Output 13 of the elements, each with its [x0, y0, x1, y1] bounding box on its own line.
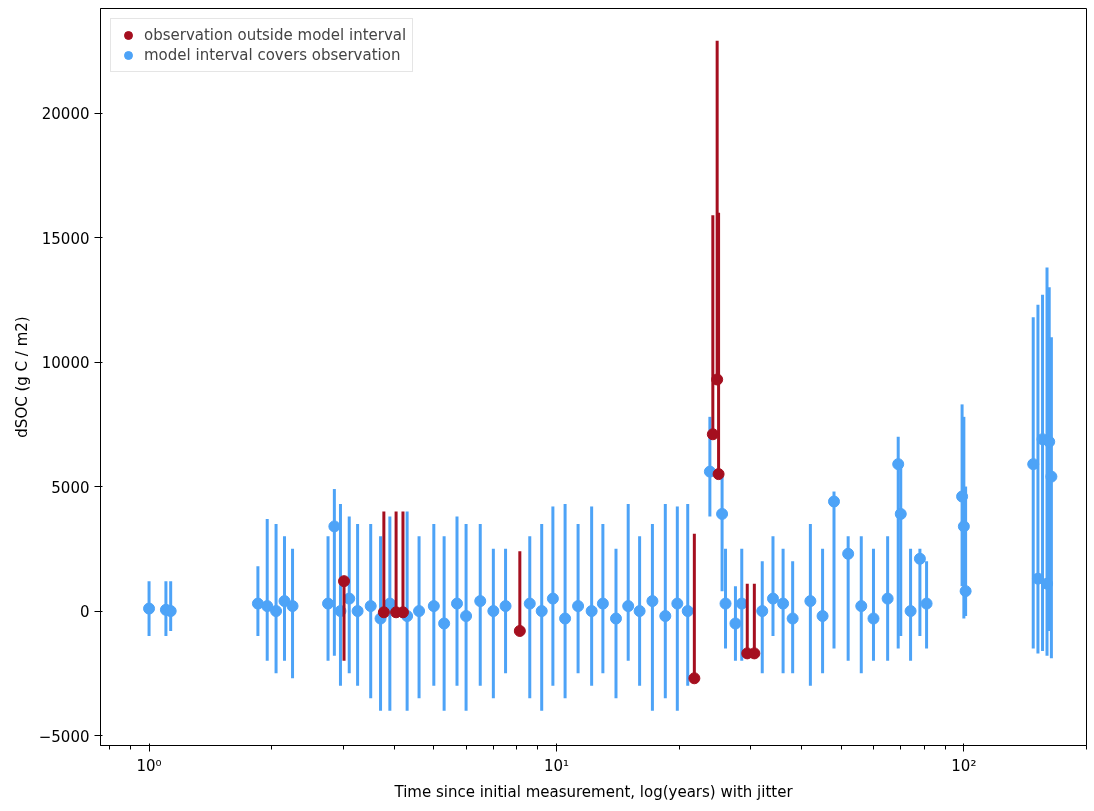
y-tick-label: 10000 — [41, 354, 90, 373]
y-tick-label: 0 — [79, 603, 90, 622]
y-tick-label: 20000 — [41, 105, 90, 124]
x-tick-label: 10² — [951, 756, 977, 775]
y-tick-label: −5000 — [38, 727, 90, 746]
legend-label: observation outside model interval — [144, 26, 407, 44]
legend-label: model interval covers observation — [144, 46, 401, 64]
y-axis-title: dSOC (g C / m2) — [12, 316, 31, 438]
y-tick-label: 15000 — [41, 229, 90, 248]
x-tick-label: 10⁰ — [136, 756, 162, 775]
x-tick-label: 10¹ — [543, 756, 570, 775]
y-tick-label: 5000 — [51, 478, 90, 497]
x-axis-title: Time since initial measurement, log(years) with jitter — [393, 782, 794, 801]
